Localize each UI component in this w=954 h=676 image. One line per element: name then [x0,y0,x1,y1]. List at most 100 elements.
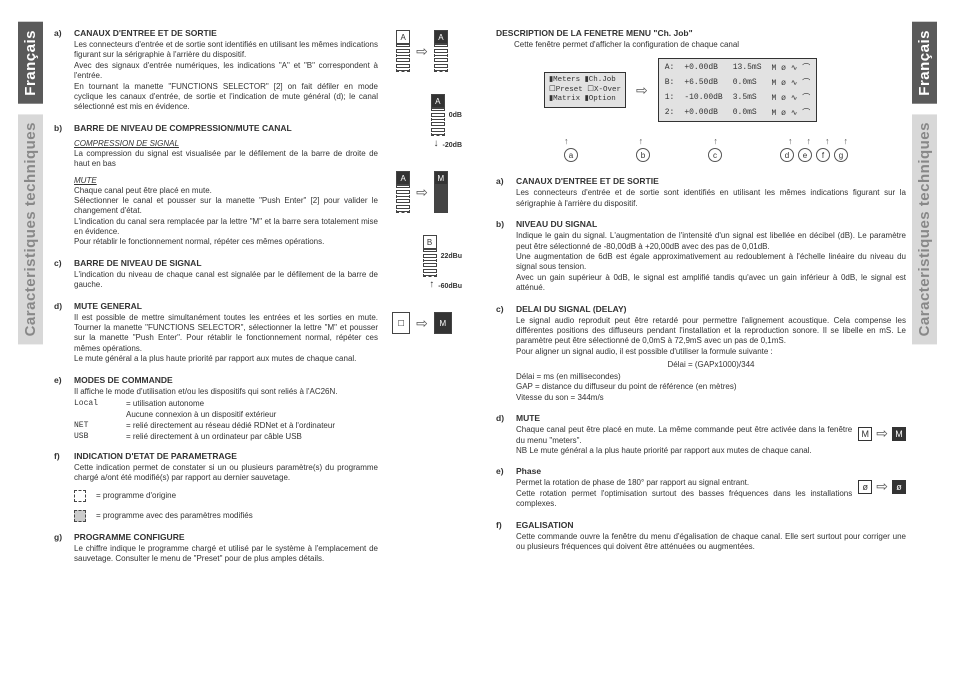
item-letter: c) [54,258,74,291]
lcd-icons: M ø ∿ ⌒ [768,76,815,89]
callout: g [834,148,848,162]
item-text: Il est possible de mettre simultanément … [74,313,378,355]
arrow-icon: ⇨ [876,478,888,495]
item-letter: a) [54,28,74,113]
mute-icons: M⇨M [858,425,906,442]
item-text: GAP = distance du diffuseur du point de … [516,382,906,392]
arrow-icon: ⇨ [416,43,428,60]
mute-off-icon: M [858,427,872,441]
item-title: CANAUX D'ENTREE ET DE SORTIE [516,176,906,186]
mode-name [74,410,114,419]
display-box: A [396,30,410,44]
lcd-cell: +0.00dB [680,106,726,119]
item-text: Il affiche le mode d'utilisation et/ou l… [74,387,378,397]
item-letter: f) [496,520,516,553]
lcd-cell: 0.0mS [729,106,766,119]
formula: Délai = (GAPx1000)/344 [516,360,906,369]
item-text: Cette commande ouvre la fenêtre du menu … [516,532,906,553]
display-box: A [431,94,445,108]
left-diagrams: A ⇨ A A0dB ↓-20dB A ⇨ M B22dBu ↑-60dBu [382,30,462,356]
arrow-icon: ⇨ [416,315,428,332]
item-letter: d) [54,301,74,365]
callout-row: a b c d e f g [544,148,858,162]
arrow-icon: ⇨ [416,184,428,201]
item-title: NIVEAU DU SIGNAL [516,219,906,229]
bar-icon [434,185,448,213]
section-header: DESCRIPTION DE LA FENETRE MENU "Ch. Job" [496,28,906,38]
lcd-cell: 3.5mS [729,91,766,104]
lcd-row: ▮Matrix ▮Option [549,95,621,104]
item-letter: a) [496,176,516,209]
item-title: INDICATION D'ETAT DE PARAMETRAGE [74,451,378,461]
item-text: Chaque canal peut être placé en mute. [74,186,378,196]
left-item-b: b) BARRE DE NIVEAU DE COMPRESSION/MUTE C… [54,123,378,248]
mode-name: USB [74,432,114,441]
display-box: M [434,171,448,185]
lcd-icons: M ø ∿ ⌒ [768,61,815,74]
lcd-cell: -10.00dB [680,91,726,104]
phase-icons: ø ⇨ ø [858,478,906,495]
display-box: A [396,171,410,185]
item-text: Les connecteurs d'entrée et de sortie so… [516,188,906,209]
left-content: a) CANAUX D'ENTREE ET DE SORTIE Les conn… [48,10,468,666]
item-title: EGALISATION [516,520,906,530]
item-letter: d) [496,413,516,456]
right-content: DESCRIPTION DE LA FENETRE MENU "Ch. Job"… [486,10,906,666]
item-letter: e) [496,466,516,509]
item-title: PROGRAMME CONFIGURE [74,532,378,542]
item-text: En tournant la manette "FUNCTIONS SELECT… [74,82,378,113]
display-box: A [434,30,448,44]
item-title: Phase [516,466,906,476]
callout: e [798,148,812,162]
mode-desc: = relié directement au réseau dédié RDNe… [126,421,335,430]
section-tab: Caracteristiques techniques [912,114,937,344]
lcd-icons: M ø ∿ ⌒ [768,106,815,119]
phase-on-icon: ø [892,480,906,494]
item-text: Les connecteurs d'entrée et de sortie so… [74,40,378,61]
item-text: Cette indication permet de constater si … [74,463,378,484]
mode-desc: Aucune connexion à un dispositif extérie… [126,410,276,419]
mode-desc: = relié directement à un ordinateur par … [126,432,302,441]
left-side-labels: Français Caracteristiques techniques [12,10,48,666]
item-text: Une augmentation de 6dB est égale approx… [516,252,906,273]
right-item-b: b) NIVEAU DU SIGNAL Indique le gain du s… [496,219,906,293]
diag-label: 0dB [449,112,462,119]
mute-off-icon: ☐ [392,312,410,334]
item-text: Le signal audio reproduit peut être reta… [516,316,906,347]
left-item-a: a) CANAUX D'ENTREE ET DE SORTIE Les conn… [54,28,378,113]
item-letter: c) [496,304,516,404]
callout: f [816,148,830,162]
item-text: Pour aligner un signal audio, il est pos… [516,347,906,357]
item-text: Cette rotation permet l'optimisation sur… [516,489,906,510]
item-text: Délai = ms (en millisecondes) [516,372,906,382]
left-item-c: c) BARRE DE NIVEAU DE SIGNAL L'indicatio… [54,258,378,291]
item-text: Vitesse du son = 344m/s [516,393,906,403]
lcd-cell: A: [661,61,679,74]
mode-desc: = utilisation autonome [126,399,204,408]
lcd-cell: 0.0mS [729,76,766,89]
arrow-up-icon: ↑ [429,279,434,290]
right-item-e: e) Phase ø⇨ø Permet la rotation de phase… [496,466,906,509]
item-title: DELAI DU SIGNAL (DELAY) [516,304,906,314]
section-tab: Caracteristiques techniques [18,114,43,344]
item-text: Chaque canal peut être placé en mute. La… [516,425,906,446]
item-text: = programme avec des paramètres modifiés [96,511,253,520]
left-item-d: d) MUTE GENERAL Il est possible de mettr… [54,301,378,365]
mode-name: NET [74,421,114,430]
item-title: CANAUX D'ENTREE ET DE SORTIE [74,28,378,38]
item-title: MUTE GENERAL [74,301,378,311]
item-letter: g) [54,532,74,565]
item-text: NB Le mute général a la plus haute prior… [516,446,906,456]
callout: b [636,148,650,162]
callout: d [780,148,794,162]
lcd-row: ☐Preset ☐X-Over [549,86,621,95]
mute-on-icon: M [434,312,452,334]
diag-label: -20dB [443,142,462,149]
lcd-cell: +6.50dB [680,76,726,89]
item-text: Indique le gain du signal. L'augmentatio… [516,231,906,252]
page-container: Français Caracteristiques techniques a) … [12,10,942,666]
phase-off-icon: ø [858,480,872,494]
right-item-f: f) EGALISATION Cette commande ouvre la f… [496,520,906,553]
item-text: L'indication du niveau de chaque canal e… [74,270,378,291]
callout: a [564,148,578,162]
